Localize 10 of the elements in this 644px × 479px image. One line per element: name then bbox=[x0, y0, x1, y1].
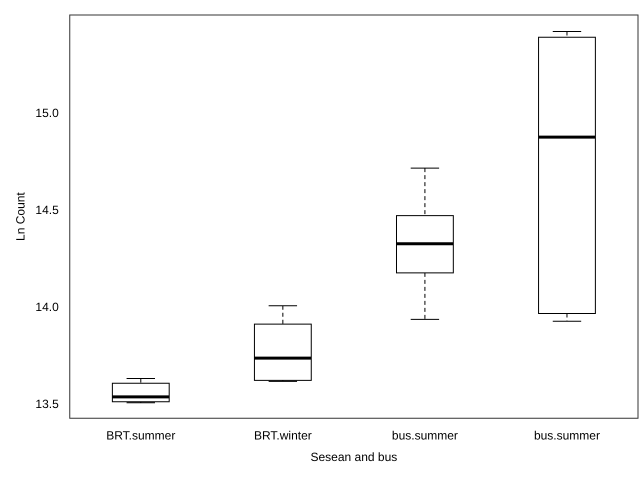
y-axis-title: Ln Count bbox=[14, 192, 28, 241]
y-tick-label: 13.5 bbox=[35, 396, 60, 411]
y-tick-label: 15.0 bbox=[35, 106, 60, 120]
x-tick-label: BRT.summer bbox=[106, 428, 176, 443]
x-tick-label: BRT.winter bbox=[254, 428, 312, 443]
x-axis-title: Sesean and bus bbox=[310, 450, 398, 464]
x-tick-label: bus.summer bbox=[392, 428, 458, 443]
y-tick-label: 14.5 bbox=[35, 203, 60, 218]
x-tick-label: bus.summer bbox=[534, 428, 600, 443]
y-tick-label: 14.0 bbox=[35, 300, 60, 314]
